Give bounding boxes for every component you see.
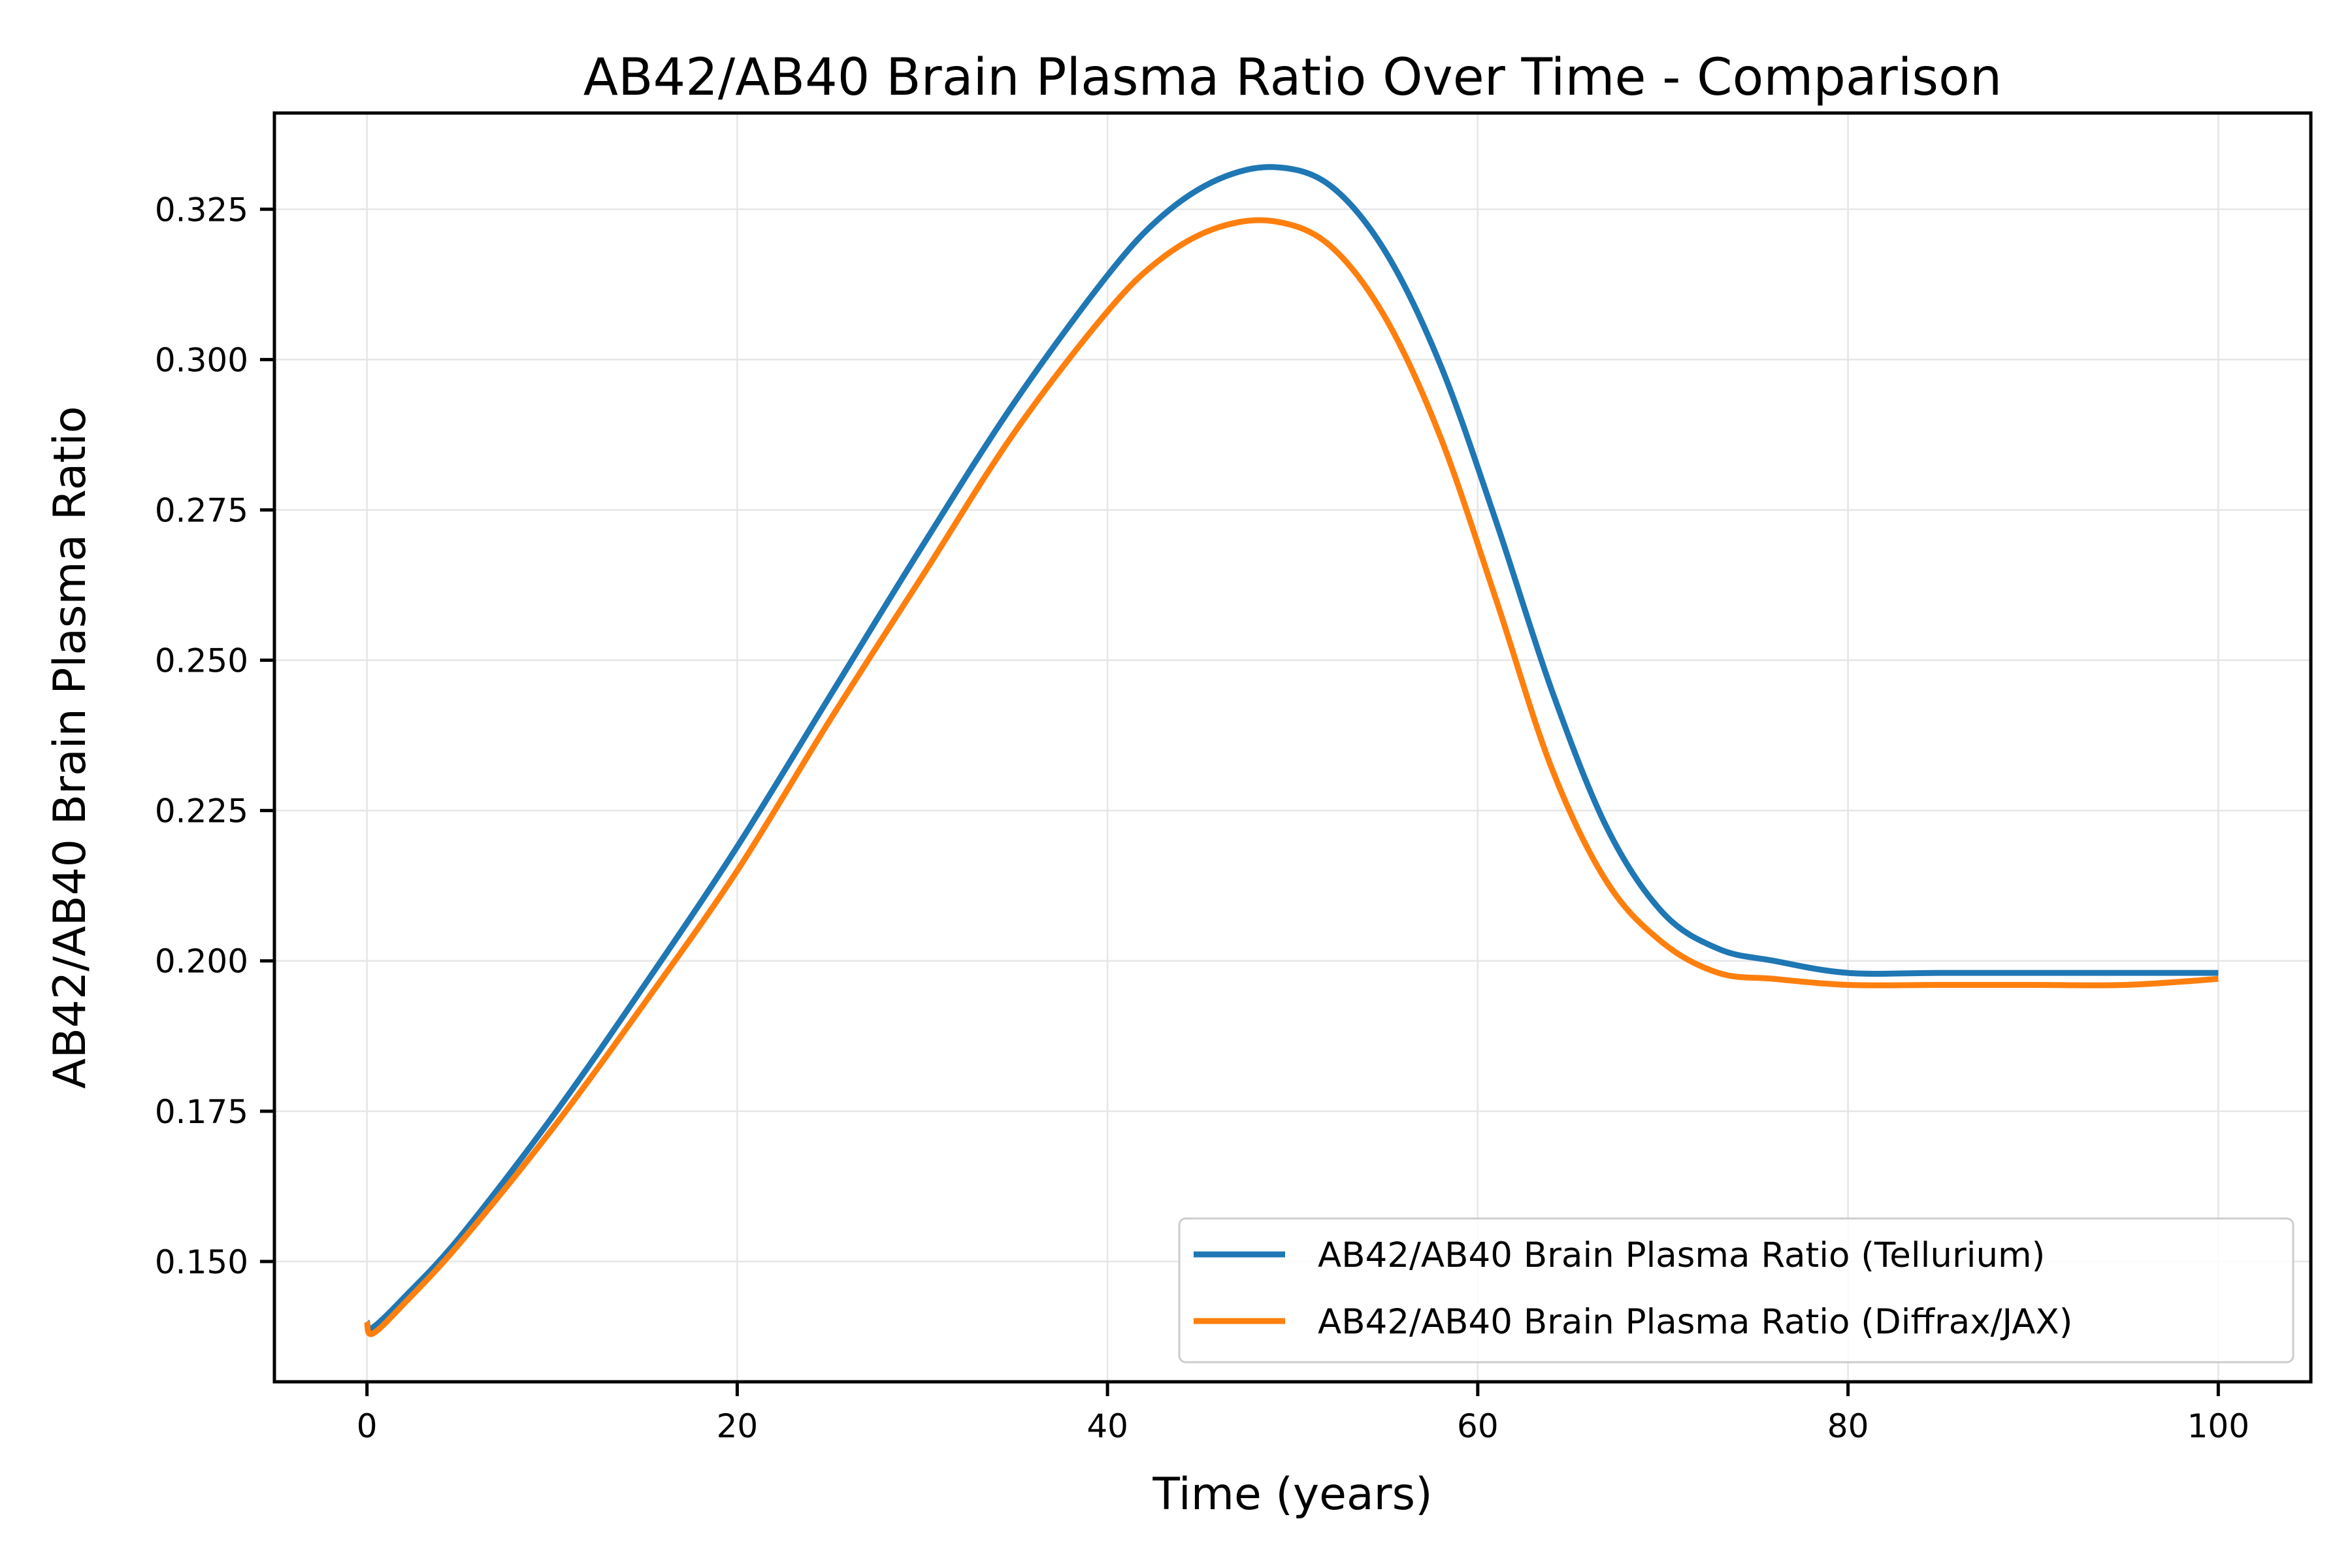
x-tick-label: 60	[1457, 1407, 1499, 1445]
grid	[274, 113, 2311, 1382]
chart-title: AB42/AB40 Brain Plasma Ratio Over Time -…	[583, 48, 2002, 107]
y-tick-label: 0.250	[155, 642, 248, 680]
legend-label-2: AB42/AB40 Brain Plasma Ratio (Diffrax/JA…	[1318, 1302, 2072, 1342]
y-tick-label: 0.300	[155, 341, 248, 379]
x-tick-label: 100	[2187, 1407, 2249, 1445]
y-tick-label: 0.175	[155, 1093, 248, 1131]
y-tick-label: 0.150	[155, 1243, 248, 1281]
y-axis-title: AB42/AB40 Brain Plasma Ratio	[44, 406, 96, 1089]
x-axis-title: Time (years)	[1152, 1469, 1432, 1520]
x-tick-label: 40	[1086, 1407, 1128, 1445]
plot-frame	[272, 111, 2313, 1384]
series-line-1	[364, 164, 2219, 1332]
legend: AB42/AB40 Brain Plasma Ratio (Tellurium)…	[1178, 1217, 2295, 1364]
y-tick-label: 0.325	[155, 191, 248, 229]
legend-box	[1178, 1217, 2295, 1364]
x-axis-ticks: 0 20 40 60 80 100	[357, 1382, 2249, 1445]
y-tick-label: 0.225	[155, 792, 248, 830]
series-layer	[364, 164, 2219, 1337]
y-tick-label: 0.200	[155, 943, 248, 981]
y-tick-label: 0.275	[155, 491, 248, 529]
y-axis-ticks: 0.150 0.175 0.200 0.225 0.250 0.275 0.300 0.325	[155, 191, 274, 1281]
series-line-2	[364, 217, 2219, 1337]
x-tick-label: 20	[717, 1407, 759, 1445]
legend-label-1: AB42/AB40 Brain Plasma Ratio (Tellurium)	[1318, 1235, 2045, 1275]
x-tick-label: 80	[1827, 1407, 1869, 1445]
x-tick-label: 0	[357, 1407, 378, 1445]
